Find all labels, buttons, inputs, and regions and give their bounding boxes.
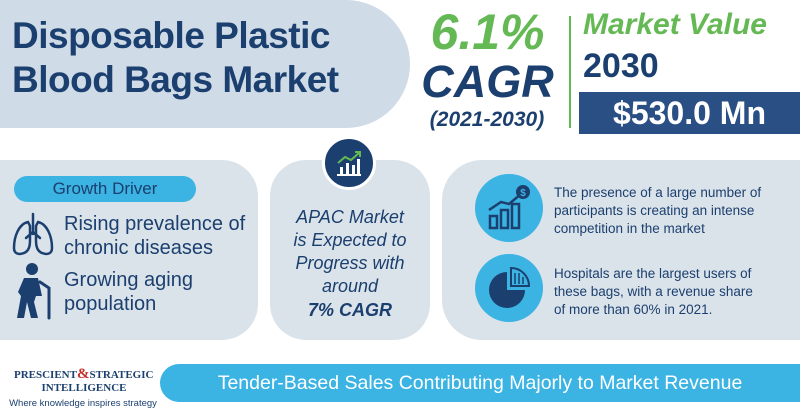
- market-value-year: 2030: [583, 47, 659, 85]
- fact-item: Hospitals are the largest users of these…: [554, 265, 792, 319]
- divider-line: [569, 16, 571, 128]
- logo-ampersand: &: [76, 366, 90, 382]
- cagr-value: 6.1%: [430, 4, 545, 60]
- apac-panel: [270, 160, 430, 340]
- growth-chart-icon: [322, 136, 376, 190]
- market-value-title: Market Value: [583, 8, 767, 41]
- cagr-label: CAGR: [421, 56, 554, 107]
- apac-statement: APAC Market is Expected to Progress with…: [272, 206, 428, 298]
- logo-word: PRESCIENT: [14, 369, 77, 381]
- logo-name: PRESCIENT&STRATEGIC: [14, 366, 154, 382]
- apac-line: is Expected to: [293, 230, 407, 250]
- fact-item: The presence of a large number of partic…: [554, 184, 792, 238]
- growth-driver-item: Rising prevalence of chronic diseases: [64, 212, 254, 260]
- revenue-growth-icon: $: [475, 174, 543, 242]
- lungs-icon: [10, 210, 56, 258]
- fact-line: these bags, with a revenue share: [554, 284, 753, 299]
- apac-cagr: 7% CAGR: [307, 300, 392, 320]
- fact-line: participants is creating an intense: [554, 203, 755, 218]
- title-panel: [0, 0, 410, 128]
- market-value-box: $530.0 Mn: [579, 92, 800, 134]
- bottom-banner-text: Tender-Based Sales Contributing Majorly …: [217, 372, 743, 394]
- title-line-2: Blood Bags Market: [12, 59, 339, 100]
- bottom-banner: Tender-Based Sales Contributing Majorly …: [160, 364, 800, 402]
- company-logo: PRESCIENT&STRATEGIC INTELLIGENCE Where k…: [6, 366, 157, 412]
- growth-driver-line: chronic diseases: [64, 237, 213, 259]
- fact-line: The presence of a large number of: [554, 185, 762, 200]
- fact-line: Hospitals are the largest users of: [554, 266, 752, 281]
- growth-driver-line: Growing aging: [64, 269, 193, 291]
- market-value-amount: $530.0 Mn: [613, 95, 766, 131]
- apac-line: Progress with: [295, 253, 405, 273]
- apac-line: APAC Market: [296, 207, 404, 227]
- growth-driver-item: Growing aging population: [64, 268, 254, 316]
- fact-line: of more than 60% in 2021.: [554, 302, 713, 317]
- logo-word: STRATEGIC: [89, 369, 154, 381]
- logo-tagline: Where knowledge inspires strategy: [9, 398, 157, 409]
- logo-word: INTELLIGENCE: [41, 382, 127, 394]
- cagr-period: (2021-2030): [429, 108, 545, 131]
- growth-driver-heading: Growth Driver: [14, 176, 196, 202]
- apac-line: around: [321, 276, 379, 296]
- title-line-1: Disposable Plastic: [12, 15, 330, 56]
- fact-line: competition in the market: [554, 221, 705, 236]
- page-title: Disposable Plastic Blood Bags Market: [12, 14, 402, 102]
- svg-text:$: $: [520, 188, 526, 199]
- growth-driver-line: Rising prevalence of: [64, 213, 246, 235]
- growth-driver-line: population: [64, 293, 157, 315]
- elderly-person-icon: [12, 262, 56, 320]
- pie-chart-icon: [475, 254, 543, 322]
